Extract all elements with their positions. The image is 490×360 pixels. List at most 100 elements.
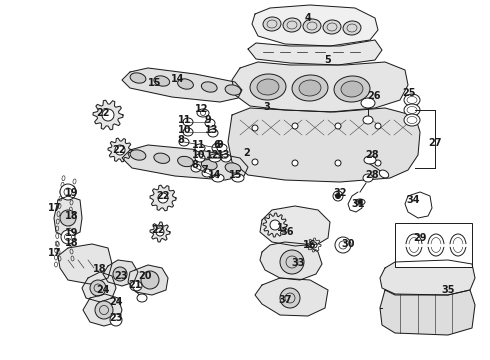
Text: 18: 18 <box>93 264 107 274</box>
Text: 19: 19 <box>65 228 79 238</box>
Circle shape <box>141 271 159 289</box>
Circle shape <box>335 160 341 166</box>
Circle shape <box>158 193 168 203</box>
Text: 1: 1 <box>277 223 283 233</box>
Polygon shape <box>93 100 123 130</box>
Ellipse shape <box>201 159 217 170</box>
Text: 28: 28 <box>365 150 379 160</box>
Ellipse shape <box>404 104 420 116</box>
Circle shape <box>292 160 298 166</box>
Circle shape <box>90 280 106 296</box>
Text: 16: 16 <box>303 240 317 250</box>
Ellipse shape <box>355 199 365 205</box>
Ellipse shape <box>323 20 341 34</box>
Ellipse shape <box>406 234 422 256</box>
Polygon shape <box>150 222 170 242</box>
Polygon shape <box>82 272 116 302</box>
Ellipse shape <box>183 128 193 136</box>
Ellipse shape <box>299 80 321 96</box>
Text: 34: 34 <box>406 195 420 205</box>
Polygon shape <box>108 138 132 162</box>
Text: 10: 10 <box>192 150 206 160</box>
Text: 36: 36 <box>280 227 294 237</box>
Text: 24: 24 <box>109 297 123 307</box>
Ellipse shape <box>154 76 170 86</box>
Circle shape <box>375 123 381 129</box>
Text: 17: 17 <box>48 248 62 258</box>
Text: 6: 6 <box>214 140 220 150</box>
Text: 35: 35 <box>441 285 455 295</box>
Circle shape <box>335 123 341 129</box>
Ellipse shape <box>205 119 215 127</box>
Text: 14: 14 <box>171 74 185 84</box>
Ellipse shape <box>212 143 224 153</box>
Text: 17: 17 <box>48 203 62 213</box>
Ellipse shape <box>154 153 170 163</box>
Ellipse shape <box>428 234 444 256</box>
Text: 13: 13 <box>205 125 219 135</box>
Polygon shape <box>128 265 168 295</box>
Text: 22: 22 <box>112 145 126 155</box>
Text: 2: 2 <box>244 148 250 158</box>
Ellipse shape <box>361 98 375 108</box>
Ellipse shape <box>343 21 361 35</box>
Text: 29: 29 <box>413 233 427 243</box>
Text: 7: 7 <box>201 165 208 175</box>
Circle shape <box>95 301 113 319</box>
Ellipse shape <box>195 154 205 162</box>
Ellipse shape <box>202 169 212 177</box>
Ellipse shape <box>363 174 373 182</box>
Text: 10: 10 <box>178 125 192 135</box>
Text: 28: 28 <box>365 170 379 180</box>
Text: 37: 37 <box>278 295 292 305</box>
Ellipse shape <box>283 18 301 32</box>
Text: 21: 21 <box>128 280 142 290</box>
Text: 8: 8 <box>192 160 198 170</box>
Polygon shape <box>122 68 242 102</box>
Circle shape <box>280 288 300 308</box>
Polygon shape <box>122 145 248 180</box>
Polygon shape <box>255 278 328 316</box>
Ellipse shape <box>450 234 466 256</box>
Ellipse shape <box>257 79 279 95</box>
Circle shape <box>102 109 114 121</box>
Text: 3: 3 <box>264 102 270 112</box>
Circle shape <box>336 194 341 198</box>
Circle shape <box>156 228 164 236</box>
Ellipse shape <box>130 281 142 291</box>
Text: 11: 11 <box>192 140 206 150</box>
Text: 22: 22 <box>156 191 170 201</box>
Text: 15: 15 <box>229 170 243 180</box>
Circle shape <box>113 267 127 281</box>
Ellipse shape <box>363 116 373 124</box>
Text: 15: 15 <box>148 78 162 88</box>
Text: 31: 31 <box>351 199 365 209</box>
Polygon shape <box>103 260 138 286</box>
Text: 27: 27 <box>428 138 442 148</box>
Text: 12: 12 <box>195 104 209 114</box>
Circle shape <box>115 145 125 155</box>
Ellipse shape <box>201 82 217 92</box>
Text: 18: 18 <box>65 211 79 221</box>
Polygon shape <box>150 185 176 211</box>
Polygon shape <box>380 290 475 335</box>
Text: 22: 22 <box>151 225 165 235</box>
Circle shape <box>333 191 343 201</box>
Text: 5: 5 <box>324 55 331 65</box>
Ellipse shape <box>217 144 227 152</box>
Ellipse shape <box>364 156 376 164</box>
Ellipse shape <box>334 76 370 102</box>
Polygon shape <box>260 206 330 246</box>
Circle shape <box>280 250 304 274</box>
Ellipse shape <box>197 109 209 117</box>
Circle shape <box>252 159 258 165</box>
Circle shape <box>60 184 76 200</box>
Text: 30: 30 <box>341 239 355 249</box>
FancyBboxPatch shape <box>395 223 472 267</box>
Text: 8: 8 <box>177 135 184 145</box>
Text: 18: 18 <box>65 238 79 248</box>
Text: 25: 25 <box>402 88 416 98</box>
Ellipse shape <box>130 73 146 83</box>
Ellipse shape <box>179 138 189 146</box>
Text: 4: 4 <box>305 13 311 23</box>
